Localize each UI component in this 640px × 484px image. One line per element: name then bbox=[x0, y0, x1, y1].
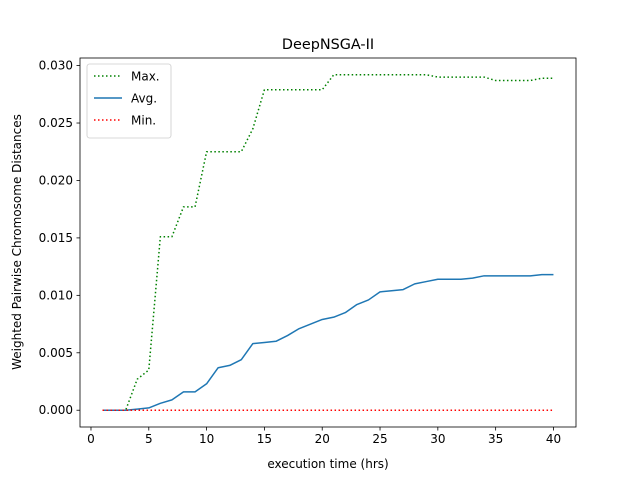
y-tick-label: 0.010 bbox=[39, 288, 73, 302]
x-tick-label: 0 bbox=[87, 432, 95, 446]
y-tick-label: 0.005 bbox=[39, 346, 73, 360]
x-tick-label: 20 bbox=[315, 432, 330, 446]
x-tick-label: 25 bbox=[372, 432, 387, 446]
legend-label-avg: Avg. bbox=[131, 92, 157, 106]
x-tick-label: 30 bbox=[430, 432, 445, 446]
y-tick-label: 0.025 bbox=[39, 116, 73, 130]
x-tick-label: 40 bbox=[546, 432, 561, 446]
legend-label-max: Max. bbox=[131, 70, 160, 84]
legend-box bbox=[86, 63, 172, 139]
plot-area: 0 5 10 15 20 25 30 35 40 0.000 0.005 0.010 0.015 0.02… bbox=[39, 57, 577, 446]
chart-title: DeepNSGA-II bbox=[282, 37, 374, 53]
y-tick-label: 0.015 bbox=[39, 231, 73, 245]
x-axis-label: execution time (hrs) bbox=[267, 457, 388, 471]
legend-label-min: Min. bbox=[131, 114, 156, 128]
series-line-avg bbox=[102, 273, 554, 411]
axes-frame bbox=[79, 57, 577, 428]
y-tick-label: 0.030 bbox=[39, 59, 73, 73]
y-tick-label: 0.000 bbox=[39, 403, 73, 417]
x-tick-label: 5 bbox=[145, 432, 153, 446]
series-line-max bbox=[102, 74, 554, 411]
x-tick-label: 15 bbox=[257, 432, 272, 446]
x-tick-label: 10 bbox=[199, 432, 214, 446]
y-axis-label: Weighted Pairwise Chromosome Distances bbox=[10, 114, 24, 370]
legend: Max. Avg. Min. bbox=[86, 63, 172, 139]
y-tick-label: 0.020 bbox=[39, 173, 73, 187]
x-tick-label: 35 bbox=[488, 432, 503, 446]
